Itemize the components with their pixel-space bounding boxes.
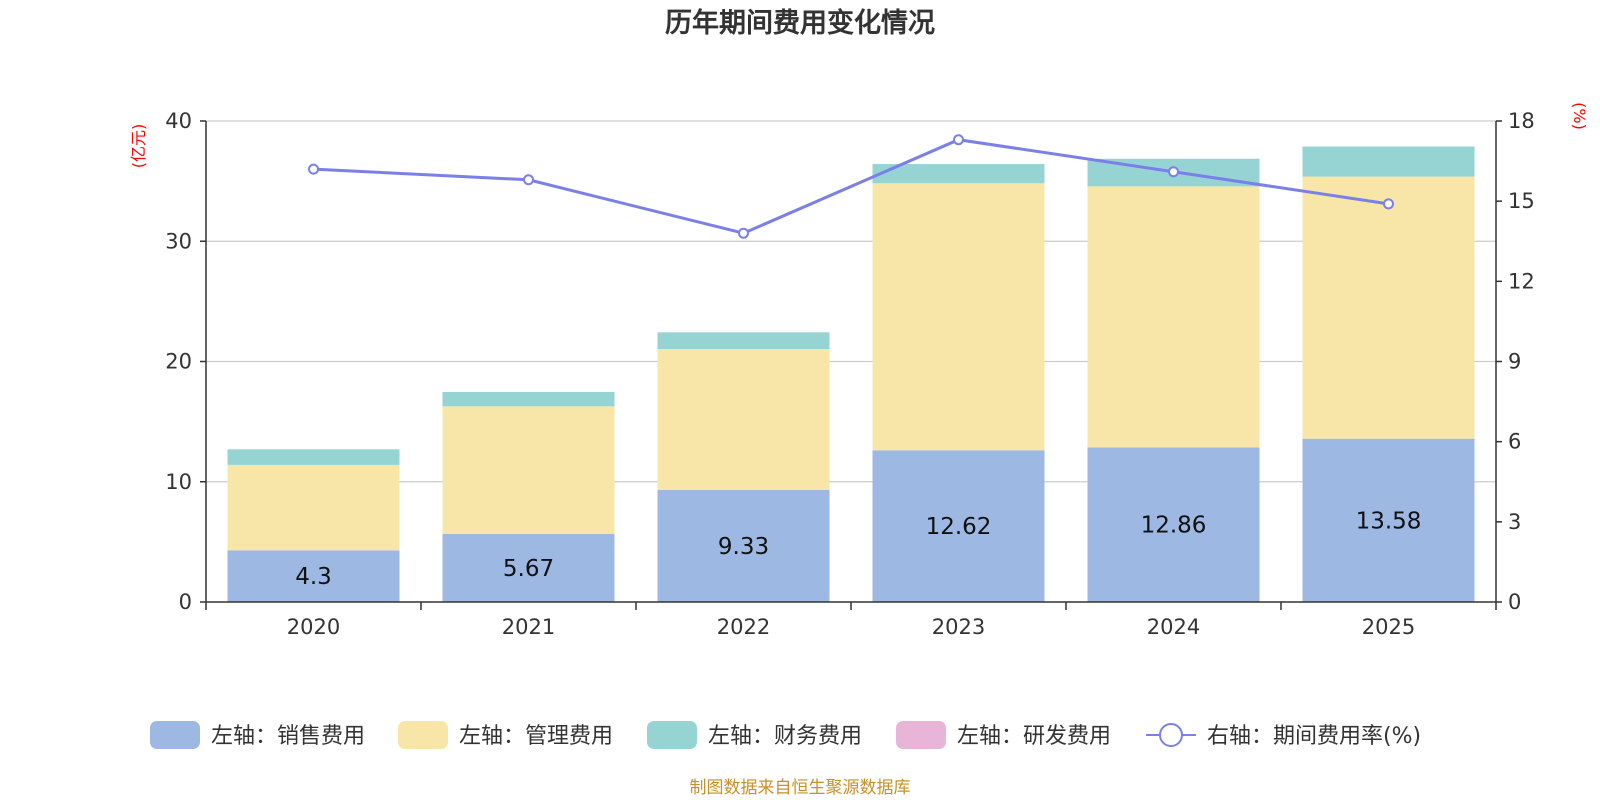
right-tick-label: 12 — [1508, 269, 1535, 293]
rate-line-point — [953, 134, 964, 146]
rate-line-path — [313, 138, 1389, 235]
bar-segment — [872, 164, 1045, 184]
x-tick-label: 2025 — [1362, 615, 1415, 639]
bar-data-label: 4.3 — [295, 564, 332, 590]
gridlines — [206, 120, 1496, 483]
bar-segment — [442, 406, 615, 534]
legend-label: 左轴：财务费用 — [708, 724, 862, 749]
rate-line-point — [308, 163, 319, 175]
right-tick-label: 6 — [1508, 430, 1521, 454]
bar-segment — [442, 391, 615, 407]
x-tick-label: 2020 — [287, 615, 340, 639]
bars: 4.3 5.67 9.33 12.62 12.86 13.58 — [227, 146, 1475, 602]
left-tick-label: 40 — [165, 109, 192, 133]
legend-label: 右轴：期间费用率(%) — [1207, 724, 1421, 749]
right-tick-label: 0 — [1508, 590, 1521, 614]
bar-segment — [1302, 146, 1475, 177]
bar-segment — [1302, 438, 1475, 602]
x-tick-label: 2021 — [502, 615, 555, 639]
bar-segment — [657, 349, 830, 490]
rate-line-point — [738, 227, 749, 239]
legend-swatch — [150, 721, 200, 749]
bar-data-label: 12.62 — [926, 514, 992, 540]
bar-data-label: 9.33 — [718, 534, 769, 560]
x-tick-label: 2024 — [1147, 615, 1200, 639]
axes: 0 10 20 30 40 0 3 6 9 12 15 18 2020 2021 2022 2023 2024 2… — [165, 109, 1534, 639]
rate-line-point — [1168, 166, 1179, 178]
bar-segment — [1087, 447, 1260, 602]
legend-label: 左轴：研发费用 — [957, 724, 1111, 749]
legend: 左轴：销售费用 左轴：管理费用 左轴：财务费用 左轴：研发费用 右轴：期间费用率(%) — [150, 721, 1421, 749]
legend-swatch — [896, 721, 946, 749]
source-note: 制图数据来自恒生聚源数据库 — [690, 778, 911, 798]
bar-data-label: 5.67 — [503, 556, 554, 582]
x-tick-label: 2022 — [717, 615, 770, 639]
legend-label: 左轴：销售费用 — [211, 724, 365, 749]
rate-line — [308, 134, 1394, 239]
bar-data-label: 13.58 — [1356, 508, 1422, 534]
bar-segment — [872, 450, 1045, 602]
bar-segment — [227, 464, 400, 551]
left-tick-label: 30 — [165, 229, 192, 253]
left-tick-label: 20 — [165, 350, 192, 374]
left-tick-label: 0 — [179, 590, 192, 614]
left-tick-label: 10 — [165, 470, 192, 494]
bar-segment — [657, 489, 830, 602]
rate-line-point — [523, 174, 534, 186]
right-tick-label: 18 — [1508, 109, 1535, 133]
legend-label: 左轴：管理费用 — [459, 724, 613, 749]
left-axis-unit: (亿元) — [129, 124, 148, 169]
right-tick-label: 15 — [1508, 189, 1535, 213]
bar-segment — [872, 183, 1045, 451]
legend-swatch — [647, 721, 697, 749]
bar-segment — [227, 449, 400, 465]
bar-data-label: 12.86 — [1141, 513, 1207, 539]
bar-segment — [1302, 176, 1475, 439]
bar-segment — [1087, 186, 1260, 448]
bar-segment — [227, 550, 400, 602]
bar-segment — [442, 533, 615, 602]
right-axis-unit: (%) — [1570, 102, 1589, 130]
rate-line-point — [1383, 198, 1394, 210]
chart-title: 历年期间费用变化情况 — [665, 7, 935, 39]
bar-segment — [657, 332, 830, 350]
legend-swatch — [398, 721, 448, 749]
right-tick-label: 9 — [1508, 350, 1521, 374]
legend-marker — [1159, 723, 1183, 747]
right-tick-label: 3 — [1508, 510, 1521, 534]
x-tick-label: 2023 — [932, 615, 985, 639]
